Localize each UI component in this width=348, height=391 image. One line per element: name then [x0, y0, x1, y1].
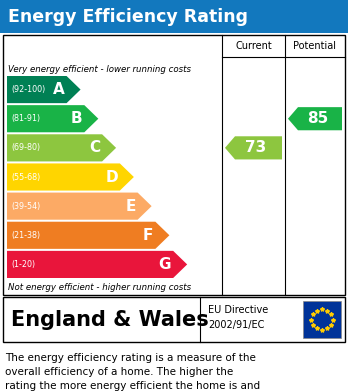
Text: (39-54): (39-54) [11, 202, 40, 211]
Text: Not energy efficient - higher running costs: Not energy efficient - higher running co… [8, 283, 191, 292]
Bar [303, 301, 341, 338]
Text: Very energy efficient - lower running costs: Very energy efficient - lower running co… [8, 65, 191, 74]
Polygon shape [7, 163, 134, 190]
Text: (69-80): (69-80) [11, 143, 40, 152]
Polygon shape [7, 222, 169, 249]
Polygon shape [288, 107, 342, 130]
Text: England & Wales: England & Wales [11, 310, 209, 330]
Text: (81-91): (81-91) [11, 114, 40, 123]
Text: E: E [125, 199, 136, 213]
Text: (1-20): (1-20) [11, 260, 35, 269]
Bar [0, 0, 348, 33]
Polygon shape [7, 251, 187, 278]
Text: (92-100): (92-100) [11, 85, 45, 94]
Polygon shape [7, 193, 152, 220]
Text: A: A [53, 82, 65, 97]
Text: overall efficiency of a home. The higher the: overall efficiency of a home. The higher… [5, 367, 233, 377]
Text: Energy Efficiency Rating: Energy Efficiency Rating [8, 7, 248, 25]
Text: 85: 85 [307, 111, 328, 126]
Polygon shape [7, 76, 81, 103]
Polygon shape [7, 134, 116, 161]
Text: C: C [89, 140, 100, 155]
Bar [3, 297, 345, 342]
Text: (55-68): (55-68) [11, 172, 40, 181]
Text: Potential: Potential [293, 41, 337, 51]
Text: 73: 73 [245, 140, 267, 155]
Polygon shape [225, 136, 282, 160]
Text: The energy efficiency rating is a measure of the: The energy efficiency rating is a measur… [5, 353, 256, 363]
Text: EU Directive: EU Directive [208, 305, 268, 315]
Text: B: B [71, 111, 82, 126]
Bar [3, 35, 345, 295]
Text: rating the more energy efficient the home is and: rating the more energy efficient the hom… [5, 381, 260, 391]
Text: D: D [105, 170, 118, 185]
Text: F: F [143, 228, 153, 243]
Text: G: G [159, 257, 171, 272]
Text: Current: Current [235, 41, 272, 51]
Text: 2002/91/EC: 2002/91/EC [208, 320, 264, 330]
Polygon shape [7, 105, 98, 132]
Text: (21-38): (21-38) [11, 231, 40, 240]
